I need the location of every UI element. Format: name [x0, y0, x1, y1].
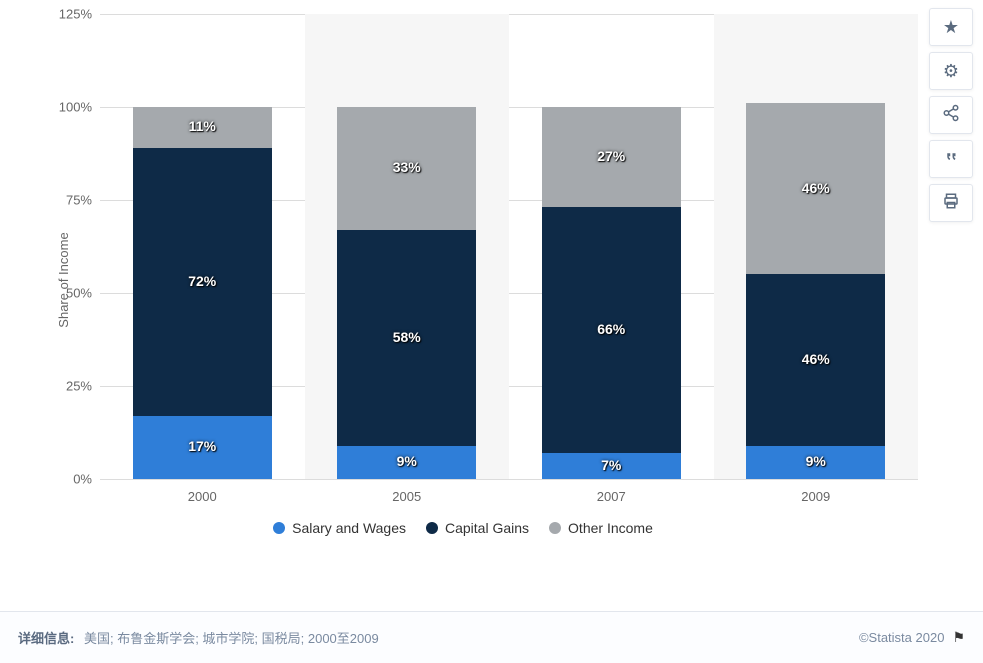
settings-button[interactable]: ⚙	[929, 52, 973, 90]
toolbar: ★⚙	[929, 8, 973, 222]
legend-label: Other Income	[568, 520, 653, 536]
footer: 详细信息: 美国; 布鲁金斯学会; 城市学院; 国税局; 2000至2009 ©…	[0, 611, 983, 663]
bar-segment[interactable]	[337, 446, 476, 479]
legend-item[interactable]: Salary and Wages	[273, 520, 406, 536]
legend-label: Capital Gains	[445, 520, 529, 536]
bar-segment[interactable]	[337, 230, 476, 446]
legend-label: Salary and Wages	[292, 520, 406, 536]
x-tick-label: 2009	[746, 489, 885, 504]
y-tick-label: 100%	[42, 100, 92, 115]
y-tick-label: 0%	[42, 472, 92, 487]
bar-segment[interactable]	[133, 416, 272, 479]
footer-label: 详细信息:	[18, 631, 74, 646]
legend: Salary and Wages Capital Gains Other Incom…	[0, 520, 926, 537]
share-icon	[942, 104, 960, 127]
bar-group: 9%46%46%2009	[746, 14, 885, 479]
bar-group: 7%66%27%2007	[542, 14, 681, 479]
cite-icon	[942, 148, 960, 171]
x-tick-label: 2000	[133, 489, 272, 504]
legend-item[interactable]: Capital Gains	[426, 520, 529, 536]
y-tick-label: 125%	[42, 7, 92, 22]
x-tick-label: 2005	[337, 489, 476, 504]
legend-swatch	[273, 522, 285, 534]
chart-container: Share of Income 0%25%50%75%100%125%17%72…	[26, 0, 926, 560]
bar-segment[interactable]	[542, 207, 681, 453]
bar-segment[interactable]	[746, 103, 885, 274]
footer-right: ©Statista 2020 ⚑	[859, 629, 965, 646]
gridline	[100, 479, 918, 480]
bar-segment[interactable]	[542, 107, 681, 207]
y-tick-label: 75%	[42, 193, 92, 208]
footer-source: 详细信息: 美国; 布鲁金斯学会; 城市学院; 国税局; 2000至2009	[18, 628, 379, 647]
x-tick-label: 2007	[542, 489, 681, 504]
bar-segment[interactable]	[133, 148, 272, 416]
legend-swatch	[549, 522, 561, 534]
y-tick-label: 50%	[42, 286, 92, 301]
legend-item[interactable]: Other Income	[549, 520, 653, 536]
plot-area: 0%25%50%75%100%125%17%72%11%20009%58%33%…	[100, 14, 918, 479]
bar-segment[interactable]	[746, 446, 885, 479]
print-button[interactable]	[929, 184, 973, 222]
print-icon	[942, 192, 960, 215]
footer-text: 美国; 布鲁金斯学会; 城市学院; 国税局; 2000至2009	[84, 631, 379, 646]
share-button[interactable]	[929, 96, 973, 134]
bar-segment[interactable]	[746, 274, 885, 445]
cite-button[interactable]	[929, 140, 973, 178]
favorite-button[interactable]: ★	[929, 8, 973, 46]
settings-icon: ⚙	[943, 61, 959, 82]
legend-swatch	[426, 522, 438, 534]
bar-segment[interactable]	[542, 453, 681, 479]
favorite-icon: ★	[943, 17, 959, 38]
bar-group: 17%72%11%2000	[133, 14, 272, 479]
flag-icon[interactable]: ⚑	[952, 629, 965, 646]
y-tick-label: 25%	[42, 379, 92, 394]
copyright: ©Statista 2020	[859, 630, 944, 645]
bar-segment[interactable]	[337, 107, 476, 230]
bar-group: 9%58%33%2005	[337, 14, 476, 479]
bar-segment[interactable]	[133, 107, 272, 148]
y-axis-title: Share of Income	[56, 232, 71, 327]
